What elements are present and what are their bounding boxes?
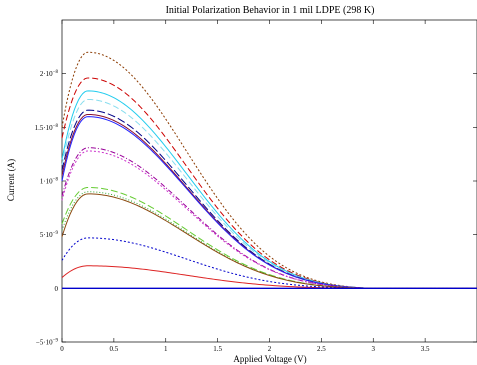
x-tick-label: 0: [60, 345, 64, 353]
plot-frame: [61, 19, 477, 343]
series-line-14: [61, 265, 477, 289]
x-tick-label: 2.5: [317, 345, 326, 353]
y-tick-mantissa: 1·10: [40, 178, 53, 186]
chart-title: Initial Polarization Behavior in 1 mil L…: [166, 5, 375, 16]
y-axis-ticks: −5·10−905·10−91·10−81.5·10−82·10−8: [35, 70, 477, 347]
y-tick-label: 5·10−9: [40, 231, 59, 239]
y-tick-mantissa: 1.5·10: [35, 124, 54, 132]
series-line-3: [61, 90, 477, 289]
y-tick-mantissa: 0: [55, 285, 59, 293]
y-tick-exponent: −8: [53, 70, 59, 75]
y-tick-label: 1·10−8: [40, 178, 59, 186]
y-tick-label: −5·10−9: [36, 339, 59, 347]
y-tick-exponent: −9: [53, 231, 59, 236]
series-line-10: [61, 186, 477, 289]
y-tick-mantissa: −5·10: [36, 339, 53, 347]
y-tick-exponent: −8: [53, 178, 59, 183]
y-axis-label: Current (A): [6, 159, 16, 201]
x-tick-label: 3: [372, 345, 376, 353]
y-tick-label: 1.5·10−8: [35, 124, 59, 132]
series-line-11: [61, 191, 477, 289]
y-tick-mantissa: 2·10: [40, 70, 53, 78]
y-tick-exponent: −9: [53, 339, 59, 344]
series-line-6: [61, 113, 477, 289]
x-axis-ticks: 0 0.5 1 1.5 2 2.5 3 3.5: [60, 20, 430, 353]
series-group: [61, 51, 477, 290]
series-line-1: [61, 51, 477, 289]
x-axis-label: Applied Voltage (V): [233, 354, 306, 364]
x-tick-label: 3.5: [421, 345, 430, 353]
y-tick-label: 2·10−8: [40, 70, 59, 78]
x-tick-label: 1.5: [213, 345, 222, 353]
series-line-13: [61, 237, 477, 289]
y-tick-mantissa: 5·10: [40, 231, 53, 239]
x-tick-label: 0.5: [110, 345, 119, 353]
y-tick-label: 0: [55, 285, 59, 293]
series-line-7: [61, 116, 477, 289]
y-tick-exponent: −8: [53, 124, 59, 129]
x-tick-label: 2: [268, 345, 272, 353]
x-tick-label: 1: [164, 345, 168, 353]
